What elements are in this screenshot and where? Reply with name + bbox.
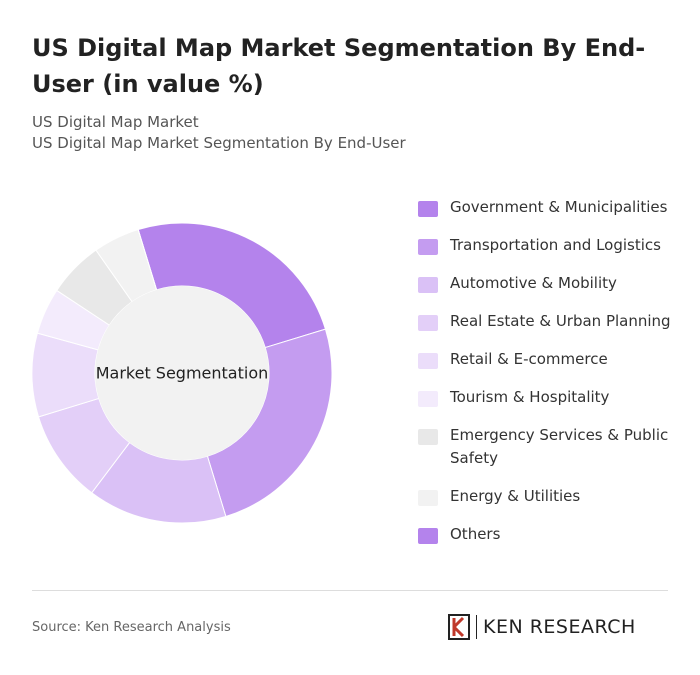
legend-swatch [418,391,438,407]
legend-swatch [418,353,438,369]
legend-label: Energy & Utilities [450,487,581,505]
center-label: Market Segmentation [96,364,269,383]
legend-label: Emergency Services & Public Safety [450,426,669,467]
legend-label: Others [450,525,501,543]
chart-title: US Digital Map Market Segmentation By En… [32,34,646,98]
legend-label: Government & Municipalities [450,198,668,216]
legend-item: Tourism & Hospitality [418,386,678,409]
donut-hole [95,286,269,460]
legend-label: Retail & E-commerce [450,350,608,368]
legend-swatch [418,239,438,255]
legend-item: Transportation and Logistics [418,234,678,257]
legend-swatch [418,429,438,445]
legend-item: Energy & Utilities [418,485,678,508]
legend-label: Tourism & Hospitality [450,388,610,406]
legend-item: Automotive & Mobility [418,272,678,295]
legend-item: Emergency Services & Public Safety [418,424,678,470]
legend-item: Retail & E-commerce [418,348,678,371]
legend-item: Government & Municipalities [418,196,678,219]
donut-slice [137,222,327,349]
logo: KEN RESEARCH [448,614,636,640]
legend-swatch [418,201,438,217]
logo-bar [476,615,477,639]
donut-chart: Market Segmentation [31,222,333,524]
legend-swatch [418,528,438,544]
legend-swatch [418,490,438,506]
donut-slice [206,328,333,518]
legend-label: Real Estate & Urban Planning [450,312,671,330]
subtitle: US Digital Map Market [32,113,199,131]
source: Source: Ken Research Analysis [32,620,231,635]
divider [32,590,668,591]
legend-swatch [418,315,438,331]
legend-swatch [418,277,438,293]
legend-item: Others [418,523,678,546]
legend-label: Transportation and Logistics [450,236,661,254]
legend-label: Automotive & Mobility [450,274,617,292]
legend: Government & Municipalities Transportatio… [418,196,678,546]
logo-icon [448,614,470,640]
legend-item: Real Estate & Urban Planning [418,310,678,333]
subtitle: US Digital Map Market Segmentation By En… [32,134,406,152]
logo-text: KEN RESEARCH [483,616,636,638]
